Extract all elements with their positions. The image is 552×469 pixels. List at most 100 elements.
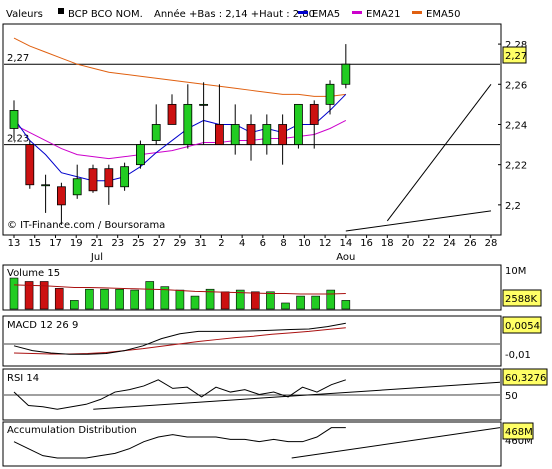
volume-panel	[2, 264, 502, 311]
x-tick-label: 29	[174, 238, 187, 249]
ad-y-tick: 460M	[505, 436, 533, 447]
ema50-legend-swatch	[412, 11, 422, 14]
watermark: © IT-Finance.com / Boursorama	[7, 220, 165, 231]
ad-last-value-tag: 468M	[502, 422, 534, 440]
volume-y-tick: 10M	[505, 266, 526, 277]
ema5-line	[13, 93, 347, 182]
price-x-ticks: 13 15 17 19 21 23 25 27 29 31 2 4 6 8 10 12 14 16 18 20 22 24…	[8, 235, 497, 263]
macd-signal-line	[13, 327, 346, 355]
candle-body	[88, 168, 98, 192]
volume-bar	[24, 281, 34, 310]
x-tick-label: 10	[298, 238, 311, 249]
volume-bar	[130, 289, 139, 310]
rsi-trendline	[93, 381, 501, 410]
x-tick-label: 4	[239, 238, 245, 249]
price-y-tick-label: 2,26	[505, 80, 527, 91]
chart-header: Valeurs BCP BCO NOM. Année +Bas : 2,14 +…	[6, 8, 461, 20]
price-last-value: 2,27	[505, 51, 527, 62]
ema-lines	[13, 37, 347, 182]
candle-body	[136, 144, 145, 166]
volume-bar	[220, 291, 230, 310]
candlesticks	[9, 44, 351, 225]
volume-bar	[85, 288, 94, 310]
x-tick-label: 6	[260, 238, 266, 249]
x-tick-label: 2	[218, 238, 224, 249]
volume-last-value-tag: 2588K	[502, 289, 542, 307]
candle-body	[72, 178, 82, 196]
candle-body	[341, 63, 351, 85]
price-panel	[2, 23, 502, 236]
rsi-y-tick: 50	[505, 391, 518, 402]
candle-body	[278, 124, 288, 145]
candle-body	[325, 83, 335, 105]
x-tick-label: 27	[153, 238, 166, 249]
volume-bar	[145, 281, 155, 310]
volume-title: Volume 15	[7, 268, 60, 279]
volume-bar	[311, 295, 320, 310]
volume-bar	[9, 277, 19, 310]
price-y-tick-label: 2,22	[505, 161, 527, 172]
candle-body	[57, 186, 66, 206]
ema50-legend-label: EMA50	[426, 9, 461, 20]
volume-bar	[160, 286, 170, 310]
x-tick-label: 26	[464, 238, 477, 249]
volume-bar	[70, 300, 79, 310]
candle-body	[151, 124, 161, 141]
candle-body	[309, 103, 319, 125]
volume-bars	[9, 277, 351, 310]
x-tick-label: 8	[280, 238, 286, 249]
candle-body	[246, 124, 256, 145]
ad-lines	[13, 427, 501, 459]
x-tick-label: 12	[319, 238, 332, 249]
volume-bar	[281, 302, 290, 310]
ema5-legend-label: EMA5	[312, 9, 340, 20]
price-y-tick-label: 2,2	[505, 201, 521, 212]
stock-marker-icon	[58, 8, 64, 14]
rsi-title: RSI 14	[7, 373, 39, 384]
x-tick-label: 19	[70, 238, 83, 249]
x-tick-label: 13	[8, 238, 21, 249]
x-tick-label: 14	[339, 238, 352, 249]
x-tick-label: 22	[422, 238, 435, 249]
x-tick-label: 25	[132, 238, 145, 249]
macd-line	[13, 322, 346, 355]
volume-bar	[39, 281, 49, 310]
x-month-label: Aou	[336, 252, 355, 263]
candle-body	[230, 124, 240, 145]
price-y-tick-label: 2,24	[505, 120, 527, 131]
volume-bar	[190, 295, 200, 310]
candle-body	[183, 103, 193, 145]
candle-body	[25, 144, 35, 186]
ema21-line	[13, 120, 347, 160]
year-range: Année +Bas : 2,14 +Haut : 2,80	[154, 8, 315, 20]
candle-body	[104, 168, 114, 188]
volume-bar	[235, 289, 245, 310]
volume-bar	[251, 291, 260, 310]
volume-bar	[341, 300, 351, 310]
price-grid	[498, 43, 501, 206]
price-trendlines	[345, 83, 492, 232]
macd-last-value: 0,0054	[505, 321, 540, 332]
price-hline-label: 2,23	[7, 134, 29, 145]
volume-last-value: 2588K	[505, 294, 537, 305]
candle-body	[167, 103, 177, 125]
trendline	[345, 210, 492, 232]
candle-body	[199, 103, 209, 106]
rsi-last-value-tag: 60,3276	[502, 368, 548, 386]
price-y-tick-label: 2,28	[505, 40, 527, 51]
ema5-legend-swatch	[298, 11, 308, 14]
price-y-ticks: 2,2 2,22 2,24 2,26 2,28	[505, 40, 527, 212]
macd-last-value-tag: 0,0054	[502, 316, 542, 334]
volume-bar	[54, 288, 64, 310]
x-tick-label: 18	[381, 238, 394, 249]
ad-panel	[2, 421, 502, 467]
x-tick-label: 21	[91, 238, 104, 249]
candle-body	[215, 124, 224, 145]
rsi-last-value: 60,3276	[505, 373, 546, 384]
x-tick-label: 20	[402, 238, 415, 249]
rsi-line	[13, 379, 346, 410]
ad-line	[13, 427, 346, 459]
volume-bar	[296, 295, 305, 310]
trendline	[386, 83, 492, 222]
candle-body	[294, 103, 303, 145]
